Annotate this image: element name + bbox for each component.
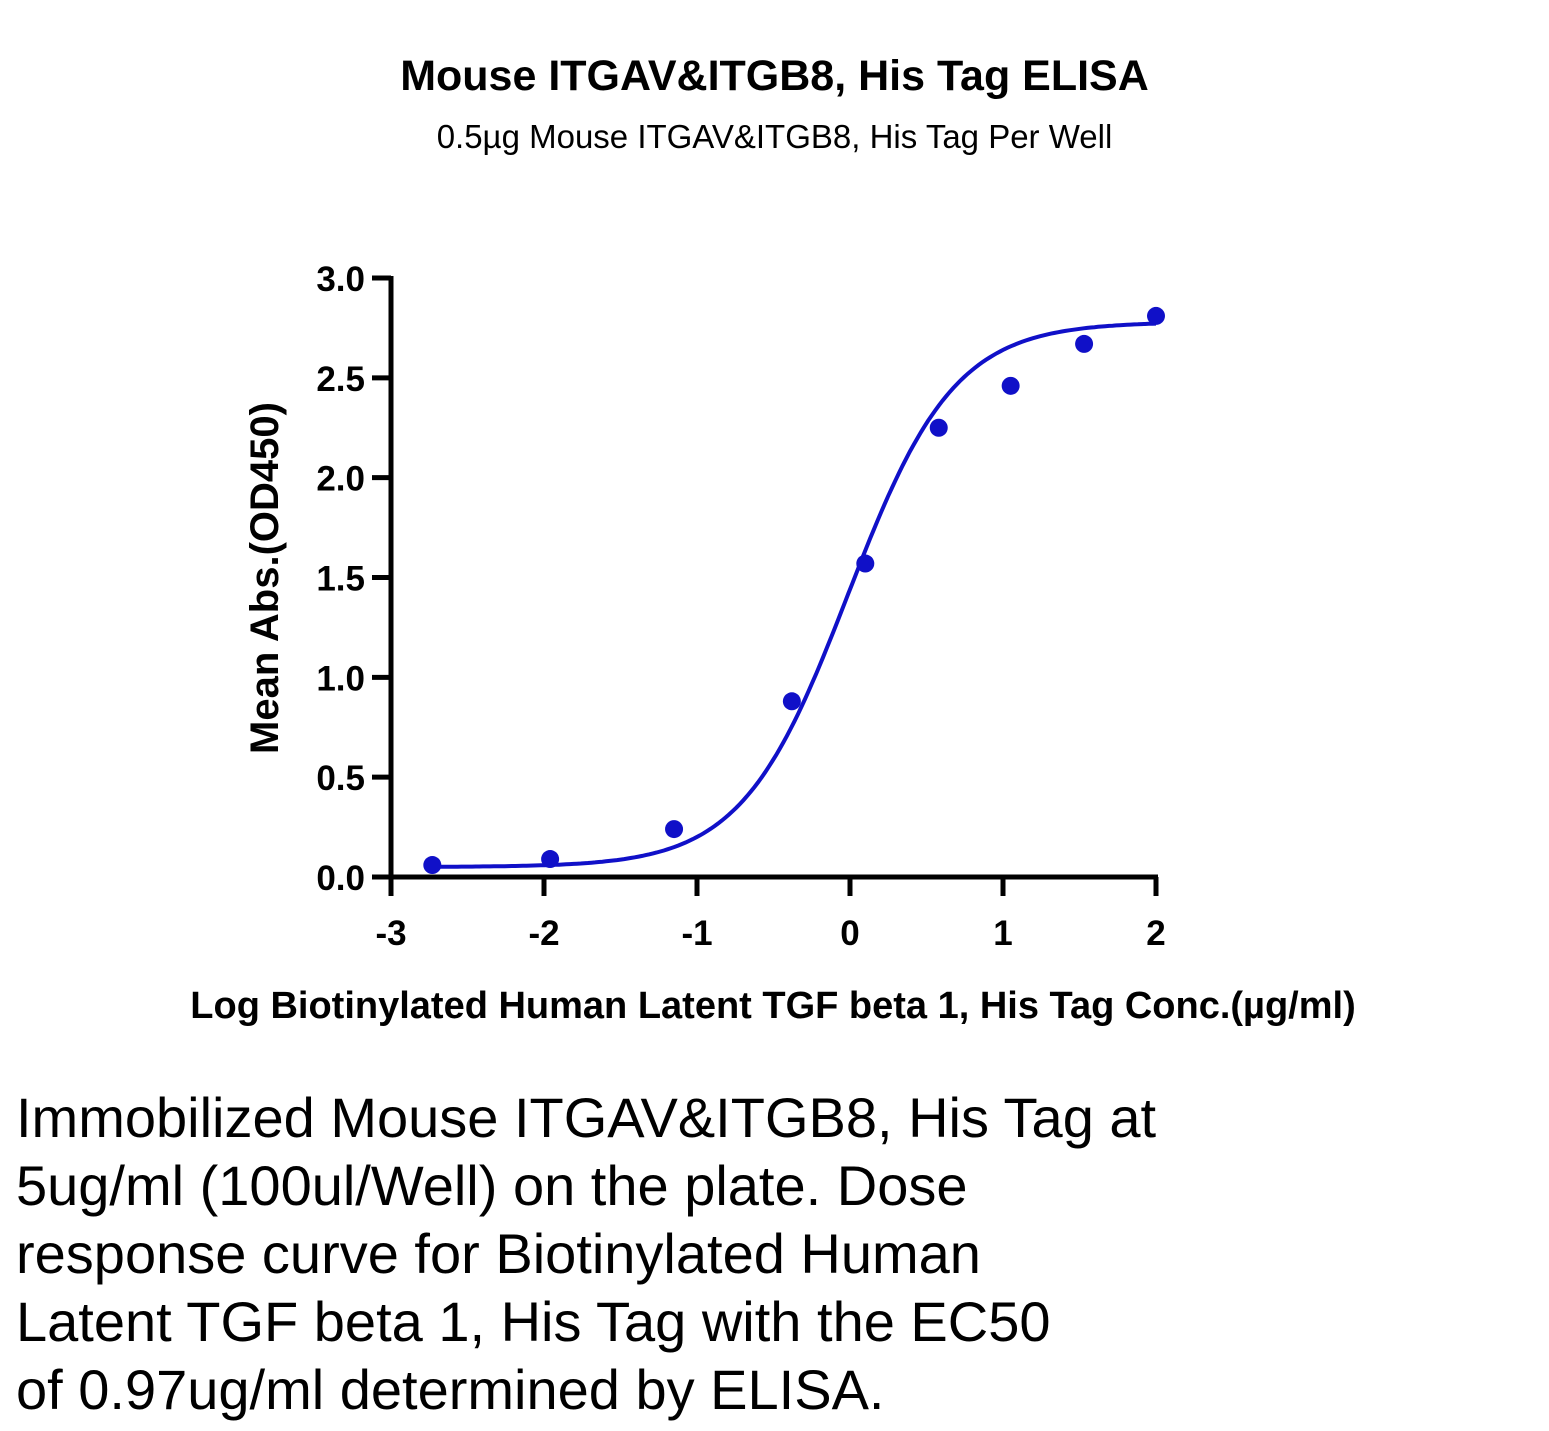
axis-ticks: 0.0 0.5 1.0 1.5 2.0 2.5 3.0 -3 -2 -1 0 1 2 xyxy=(316,260,1165,953)
x-tick-label: -3 xyxy=(375,914,406,953)
caption-line: Latent TGF beta 1, His Tag with the EC50 xyxy=(16,1290,1051,1353)
y-tick-label: 0.5 xyxy=(316,759,365,798)
data-point xyxy=(929,418,948,437)
y-tick-label: 1.0 xyxy=(316,659,365,698)
fit-curve xyxy=(432,321,1157,869)
x-tick-label: 0 xyxy=(840,914,859,953)
data-point xyxy=(856,554,875,573)
caption-line: Immobilized Mouse ITGAV&ITGB8, His Tag a… xyxy=(16,1086,1157,1149)
axes xyxy=(388,276,1158,880)
x-axis-label: Log Biotinylated Human Latent TGF beta 1… xyxy=(190,985,1355,1027)
y-tick-label: 2.5 xyxy=(316,360,365,399)
caption-line: 5ug/ml (100ul/Well) on the plate. Dose xyxy=(16,1154,968,1217)
data-point xyxy=(1075,334,1094,353)
caption-line: response curve for Biotinylated Human xyxy=(16,1222,981,1285)
data-point xyxy=(541,850,560,869)
data-points xyxy=(423,306,1165,875)
x-tick-label: 1 xyxy=(993,914,1012,953)
y-tick-label: 0.0 xyxy=(316,859,365,898)
caption-line: of 0.97ug/ml determined by ELISA. xyxy=(16,1358,885,1421)
x-tick-label: -2 xyxy=(528,914,559,953)
data-point xyxy=(782,692,801,711)
data-point xyxy=(1147,306,1165,325)
figure-caption: Immobilized Mouse ITGAV&ITGB8, His Tag a… xyxy=(16,1084,1316,1424)
chart-title: Mouse ITGAV&ITGB8, His Tag ELISA xyxy=(400,52,1149,100)
data-point xyxy=(1001,376,1020,395)
y-axis-label: Mean Abs.(OD450) xyxy=(243,402,287,754)
y-tick-label: 3.0 xyxy=(316,260,365,299)
chart-subtitle: 0.5µg Mouse ITGAV&ITGB8, His Tag Per Wel… xyxy=(436,118,1113,155)
x-tick-label: 2 xyxy=(1146,914,1165,953)
data-point xyxy=(423,856,442,875)
y-tick-label: 1.5 xyxy=(316,560,365,599)
x-tick-label: -1 xyxy=(681,914,712,953)
elisa-chart: 0.0 0.5 1.0 1.5 2.0 2.5 3.0 -3 -2 -1 0 1 2 Mean Abs.… xyxy=(190,260,1355,1027)
data-point xyxy=(665,820,684,839)
y-tick-label: 2.0 xyxy=(316,460,365,499)
